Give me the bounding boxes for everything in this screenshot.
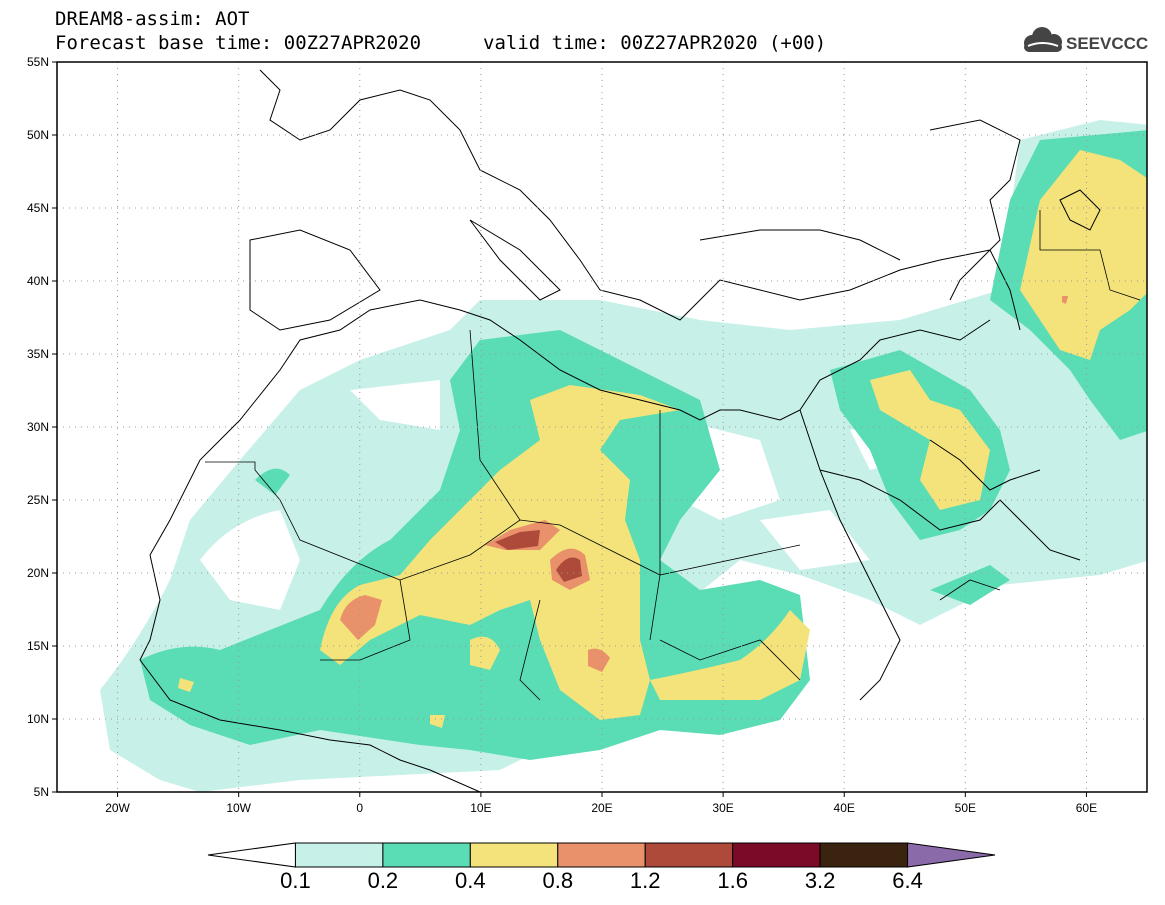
- lat-tick-label: 45N: [27, 201, 49, 215]
- logo-text: SEEVCCC: [1066, 34, 1148, 53]
- lat-tick-label: 40N: [27, 274, 49, 288]
- lat-tick-label: 15N: [27, 639, 49, 653]
- lon-tick-label: 20E: [591, 801, 612, 815]
- colorbar-extend-low: [207, 842, 296, 868]
- colorbar-label: 6.4: [892, 868, 923, 893]
- colorbar-segment: [819, 842, 909, 868]
- axis-ticks: 20W 10W 0 10E 20E 30E 40E 50E 60E 5N 10N 15N 20N 25N 3…: [27, 55, 1097, 815]
- lon-tick-label: 60E: [1076, 801, 1097, 815]
- lat-tick-label: 10N: [27, 712, 49, 726]
- lon-tick-label: 0: [356, 801, 363, 815]
- lon-tick-label: 40E: [834, 801, 855, 815]
- colorbar-segment: [382, 842, 471, 868]
- valid-time: valid time: 00Z27APR2020 (+00): [483, 32, 827, 54]
- lat-tick-label: 30N: [27, 420, 49, 434]
- colorbar-label: 1.6: [717, 868, 748, 893]
- seevccc-logo: SEEVCCC: [1024, 27, 1148, 53]
- lat-tick-label: 25N: [27, 493, 49, 507]
- country-borders: [205, 210, 1141, 701]
- colorbar-label: 0.4: [455, 868, 486, 893]
- lon-tick-label: 10E: [470, 801, 491, 815]
- colorbar-label: 0.1: [280, 868, 311, 893]
- lat-tick-label: 5N: [34, 785, 49, 799]
- lat-tick-label: 50N: [27, 128, 49, 142]
- colorbar-label: 0.8: [542, 868, 573, 893]
- colorbar-label: 3.2: [805, 868, 836, 893]
- aot-level-1.2: [495, 530, 582, 582]
- lon-tick-label: 10W: [226, 801, 251, 815]
- lon-tick-label: 20W: [105, 801, 130, 815]
- colorbar-segment: [557, 842, 646, 868]
- aot-level-0.4: [178, 150, 1147, 728]
- colorbar-segment: [644, 842, 734, 868]
- colorbar-segment: [732, 842, 821, 868]
- colorbar: 0.1 0.2 0.4 0.8 1.2 1.6 3.2 6.4: [207, 842, 996, 893]
- coastlines: [139, 69, 1101, 792]
- lat-tick-label: 35N: [27, 347, 49, 361]
- lat-tick-label: 20N: [27, 566, 49, 580]
- forecast-base-time: Forecast base time: 00Z27APR2020: [55, 32, 422, 54]
- lon-tick-label: 30E: [712, 801, 733, 815]
- colorbar-segment: [294, 842, 384, 868]
- lat-tick-label: 55N: [27, 55, 49, 69]
- colorbar-label: 1.2: [630, 868, 661, 893]
- cloud-logo-icon: [1024, 27, 1062, 52]
- map-title: DREAM8-assim: AOT: [55, 8, 250, 30]
- colorbar-extend-high: [907, 842, 996, 868]
- colorbar-label: 0.2: [368, 868, 399, 893]
- lon-tick-label: 50E: [955, 801, 976, 815]
- aot-field: [100, 120, 1147, 792]
- colorbar-segment: [469, 842, 559, 868]
